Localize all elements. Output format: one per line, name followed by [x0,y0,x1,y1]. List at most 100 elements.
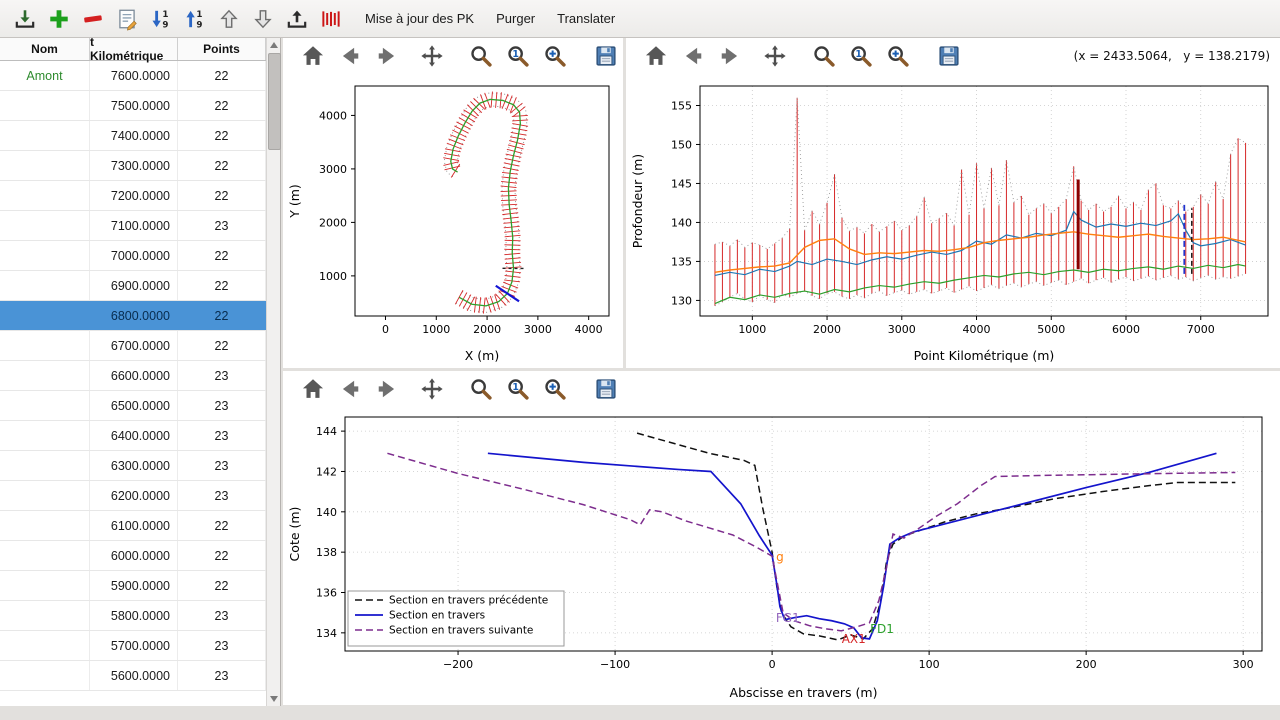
pan-icon [762,43,788,69]
zoom-plus-button[interactable] [884,42,912,70]
svg-text:138: 138 [316,546,337,559]
export-button[interactable] [282,4,312,34]
table-row[interactable]: 6000.0000 22 [0,541,280,571]
pan-icon [419,376,445,402]
table-row[interactable]: 7200.0000 22 [0,181,280,211]
column-header-nom[interactable]: Nom [0,38,90,60]
home-button[interactable] [299,42,327,70]
svg-text:1: 1 [196,9,202,19]
forward-button[interactable] [373,375,401,403]
scrollbar-down-button[interactable] [267,692,280,706]
table-row[interactable]: 5700.0000 23 [0,631,280,661]
sections-table: Amont 7600.0000 22 7500.0000 22 7400.0000 22 73… [0,61,280,691]
cell-points: 22 [178,151,266,180]
table-row[interactable]: 6500.0000 23 [0,391,280,421]
back-button[interactable] [336,375,364,403]
pan-button[interactable] [418,42,446,70]
svg-text:140: 140 [316,506,337,519]
cell-nom: Amont [0,61,90,90]
cell-pk: 7400.0000 [90,121,178,150]
scrollbar-up-button[interactable] [267,38,280,52]
remove-button[interactable] [78,4,108,34]
column-header-points[interactable]: Points [178,38,266,60]
table-row[interactable]: 7000.0000 22 [0,241,280,271]
table-row[interactable]: 5800.0000 23 [0,601,280,631]
forward-button[interactable] [373,42,401,70]
zoom-plus-button[interactable] [541,375,569,403]
table-row[interactable]: 5600.0000 23 [0,661,280,691]
table-row[interactable]: 6200.0000 23 [0,481,280,511]
down-triangle-icon [269,696,278,702]
table-row[interactable]: 7300.0000 22 [0,151,280,181]
back-button[interactable] [679,42,707,70]
zoom-one-button[interactable]: 1 [847,42,875,70]
home-button[interactable] [642,42,670,70]
table-row[interactable]: 6900.0000 22 [0,271,280,301]
svg-text:135: 135 [671,255,692,268]
pan-button[interactable] [418,375,446,403]
column-header-t-kilometrique[interactable]: t Kilométrique [90,35,178,63]
cell-nom [0,361,90,390]
table-row[interactable]: 6700.0000 22 [0,331,280,361]
menu-item-purger[interactable]: Purger [496,11,536,26]
table-row[interactable]: 7400.0000 22 [0,121,280,151]
forward-icon [717,43,743,69]
import-button[interactable] [10,4,40,34]
svg-text:6000: 6000 [1112,323,1140,336]
cross-section-chart[interactable]: −200 −100 0 100 200 300 134 136 138 140 142 144 Absc… [283,407,1280,705]
move-up-button[interactable] [214,4,244,34]
table-row[interactable]: 6300.0000 23 [0,451,280,481]
svg-text:134: 134 [316,627,337,640]
save-button[interactable] [592,375,620,403]
table-row[interactable]: 7500.0000 22 [0,91,280,121]
table-row[interactable]: 6600.0000 23 [0,361,280,391]
svg-text:2000: 2000 [319,216,347,229]
cell-pk: 5800.0000 [90,601,178,630]
zoom-button[interactable] [467,375,495,403]
zoom-plus-icon [542,376,568,402]
svg-text:−200: −200 [443,658,473,671]
cell-points: 23 [178,421,266,450]
cell-points: 23 [178,661,266,690]
forward-button[interactable] [716,42,744,70]
add-button[interactable] [44,4,74,34]
menu-item-translater[interactable]: Translater [557,11,616,26]
table-row[interactable]: Amont 7600.0000 22 [0,61,280,91]
zoom-one-button[interactable]: 1 [504,375,532,403]
longitudinal-profile-chart[interactable]: 1000 2000 3000 4000 5000 6000 7000 130 135 140 145… [626,74,1280,368]
svg-text:4000: 4000 [319,109,347,122]
home-icon [300,376,326,402]
cell-nom [0,631,90,660]
save-button[interactable] [592,42,620,70]
table-row[interactable]: 7100.0000 23 [0,211,280,241]
home-button[interactable] [299,375,327,403]
table-row[interactable]: 6400.0000 23 [0,421,280,451]
pk-marks-button[interactable] [316,4,346,34]
up-triangle-icon [269,42,278,48]
cell-points: 22 [178,61,266,90]
cell-nom [0,211,90,240]
edit-button[interactable] [112,4,142,34]
zoom-button[interactable] [467,42,495,70]
plan-view-chart[interactable]: 0 1000 2000 3000 4000 1000 2000 3000 4000 X (m) Y … [283,74,623,368]
back-button[interactable] [336,42,364,70]
cell-nom [0,511,90,540]
table-row[interactable]: 6800.0000 22 [0,301,280,331]
table-row[interactable]: 5900.0000 22 [0,571,280,601]
cell-points: 22 [178,511,266,540]
zoom-plus-button[interactable] [541,42,569,70]
zoom-button[interactable] [810,42,838,70]
table-row[interactable]: 6100.0000 22 [0,511,280,541]
edit-icon [115,7,139,31]
menu-item-mise-a-jour-des-pk[interactable]: Mise à jour des PK [365,11,475,26]
pan-button[interactable] [761,42,789,70]
table-scrollbar[interactable] [266,38,281,706]
save-button[interactable] [935,42,963,70]
scrollbar-thumb[interactable] [268,53,281,150]
move-down-button[interactable] [248,4,278,34]
zoom-one-button[interactable]: 1 [504,42,532,70]
cell-pk: 7500.0000 [90,91,178,120]
